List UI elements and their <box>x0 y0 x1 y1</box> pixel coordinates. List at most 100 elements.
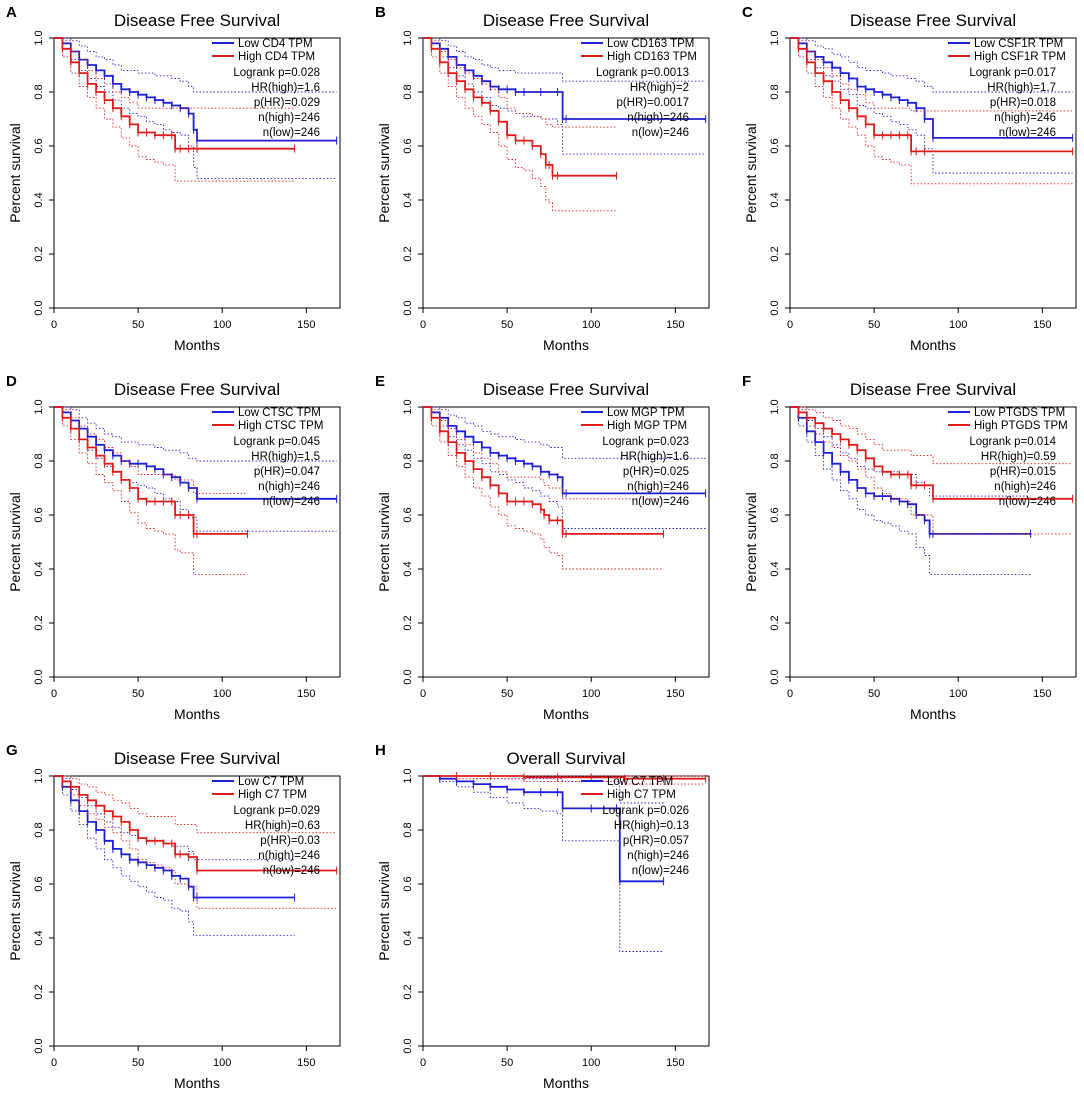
ci-lower-line <box>423 775 664 952</box>
x-tick-label: 150 <box>666 319 684 331</box>
x-axis-label: Months <box>543 337 589 353</box>
y-tick-label: 0.6 <box>33 507 45 522</box>
y-axis-label: Percent survival <box>376 492 392 592</box>
y-tick-label: 0.2 <box>402 615 414 630</box>
stat-text: p(HR)=0.025 <box>623 466 689 478</box>
y-tick-label: 1.0 <box>769 30 781 45</box>
x-tick-label: 100 <box>213 688 231 700</box>
x-axis-label: Months <box>910 337 956 353</box>
panel-label: D <box>6 373 17 390</box>
x-tick-label: 0 <box>787 688 793 700</box>
stat-text: Logrank p=0.026 <box>602 805 689 817</box>
km-plot-svg: C Disease Free Survival 0.0 0.2 0.4 0.6 0.8 1.0… <box>742 4 1077 353</box>
y-tick-label: 0.4 <box>402 930 414 945</box>
km-plot-svg: D Disease Free Survival 0.0 0.2 0.4 0.6 0.8 1.0… <box>6 373 341 722</box>
km-plot-svg: E Disease Free Survival 0.0 0.2 0.4 0.6 0.8 1.0… <box>375 373 710 722</box>
stat-text: n(low)=246 <box>632 496 689 508</box>
ci-lower-line <box>423 37 617 212</box>
legend-label: High C7 TPM <box>607 789 676 801</box>
y-axis-label: Percent survival <box>743 123 759 223</box>
stat-text: n(high)=246 <box>627 481 689 493</box>
y-tick-label: 0.0 <box>402 300 414 315</box>
stat-text: Logrank p=0.0013 <box>596 67 689 79</box>
legend-label: Low C7 TPM <box>607 776 673 788</box>
ci-lower-line <box>54 37 295 182</box>
plot-title: Disease Free Survival <box>850 380 1016 399</box>
stat-text: n(low)=246 <box>999 496 1056 508</box>
stat-text: HR(high)=1.5 <box>251 451 320 463</box>
stat-text: p(HR)=0.047 <box>254 466 320 478</box>
x-axis-label: Months <box>543 1075 589 1091</box>
x-tick-label: 100 <box>949 688 967 700</box>
y-tick-label: 1.0 <box>33 768 45 783</box>
panel-label: C <box>742 4 753 21</box>
panel-h: H Overall Survival 0.0 0.2 0.4 0.6 0.8 1.0 0 50 10… <box>369 738 730 1105</box>
y-tick-label: 0.0 <box>769 300 781 315</box>
x-tick-label: 50 <box>501 319 513 331</box>
stat-text: p(HR)=0.03 <box>260 835 320 847</box>
x-tick-label: 150 <box>666 688 684 700</box>
km-plot-svg: G Disease Free Survival 0.0 0.2 0.4 0.6 0.8 1.0… <box>6 742 341 1091</box>
y-tick-label: 0.4 <box>769 561 781 576</box>
y-tick-label: 1.0 <box>402 30 414 45</box>
panel-b: B Disease Free Survival 0.0 0.2 0.4 0.6 0.8 1.0… <box>369 0 730 367</box>
y-tick-label: 0.0 <box>402 1038 414 1053</box>
x-tick-label: 150 <box>297 1057 315 1069</box>
x-axis-label: Months <box>543 706 589 722</box>
stat-text: p(HR)=0.015 <box>990 466 1056 478</box>
y-tick-label: 0.2 <box>769 615 781 630</box>
stat-text: HR(high)=1.6 <box>251 82 320 94</box>
y-tick-label: 0.6 <box>769 138 781 153</box>
ci-upper-line <box>54 775 337 834</box>
x-tick-label: 50 <box>132 688 144 700</box>
panel-label: B <box>375 4 386 21</box>
panel-f: F Disease Free Survival 0.0 0.2 0.4 0.6 0.8 1.0… <box>736 369 1084 736</box>
stat-text: n(low)=246 <box>263 127 320 139</box>
stat-text: n(high)=246 <box>258 850 320 862</box>
stat-text: Logrank p=0.028 <box>233 67 320 79</box>
x-tick-label: 50 <box>868 319 880 331</box>
stat-text: n(low)=246 <box>632 865 689 877</box>
y-tick-label: 0.8 <box>33 822 45 837</box>
panel-a: A Disease Free Survival 0.0 0.2 0.4 0.6 0.8 1.0… <box>0 0 361 367</box>
ci-lower-line <box>790 406 1073 535</box>
y-tick-label: 1.0 <box>769 399 781 414</box>
survival-curve <box>423 37 617 177</box>
x-tick-label: 0 <box>51 1057 57 1069</box>
ci-lower-line <box>54 406 248 575</box>
plot-title: Disease Free Survival <box>483 380 649 399</box>
survival-curve <box>54 406 248 535</box>
x-tick-label: 150 <box>1033 688 1051 700</box>
y-tick-label: 0.4 <box>769 192 781 207</box>
y-tick-label: 0.6 <box>33 138 45 153</box>
y-tick-label: 0.8 <box>769 453 781 468</box>
x-tick-label: 50 <box>132 319 144 331</box>
plot-frame <box>53 37 341 309</box>
panel-e: E Disease Free Survival 0.0 0.2 0.4 0.6 0.8 1.0… <box>369 369 730 736</box>
y-tick-label: 0.8 <box>402 822 414 837</box>
y-axis-label: Percent survival <box>743 492 759 592</box>
x-tick-label: 150 <box>297 688 315 700</box>
legend-label: High CSF1R TPM <box>974 51 1066 63</box>
y-tick-label: 0.4 <box>402 192 414 207</box>
km-plot-svg: A Disease Free Survival 0.0 0.2 0.4 0.6 0.8 1.0… <box>6 4 341 353</box>
x-tick-label: 100 <box>213 319 231 331</box>
ci-upper-line <box>423 406 706 459</box>
panel-label: E <box>375 373 385 390</box>
stat-text: Logrank p=0.029 <box>233 805 320 817</box>
km-plot-svg: H Overall Survival 0.0 0.2 0.4 0.6 0.8 1.0 0 50 10… <box>375 742 710 1091</box>
y-tick-label: 0.0 <box>769 669 781 684</box>
ci-upper-line <box>54 406 337 462</box>
ci-upper-line <box>423 37 706 82</box>
km-plot-svg: F Disease Free Survival 0.0 0.2 0.4 0.6 0.8 1.0… <box>742 373 1077 722</box>
stat-text: n(low)=246 <box>263 865 320 877</box>
x-tick-label: 0 <box>420 1057 426 1069</box>
ci-lower-line <box>54 37 337 179</box>
x-tick-label: 150 <box>666 1057 684 1069</box>
panel-label: H <box>375 742 386 759</box>
ci-lower-line <box>423 406 664 570</box>
stat-text: HR(high)=0.63 <box>245 820 320 832</box>
y-tick-label: 0.2 <box>33 246 45 261</box>
plot-title: Disease Free Survival <box>850 11 1016 30</box>
y-tick-label: 0.4 <box>33 561 45 576</box>
